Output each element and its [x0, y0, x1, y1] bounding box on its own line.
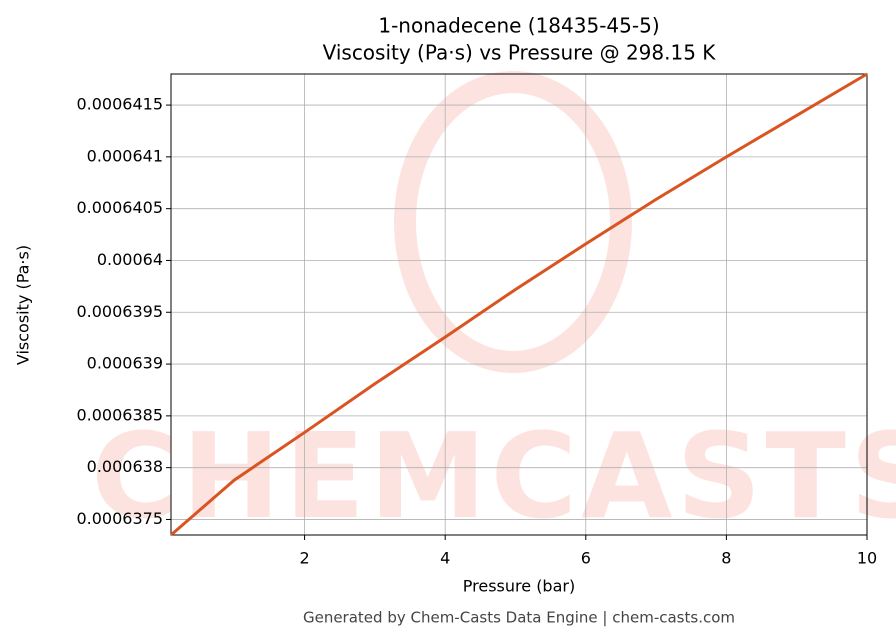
y-tick-label: 0.000641 — [87, 146, 163, 165]
y-tick-label: 0.0006385 — [76, 405, 163, 424]
y-tick-label: 0.0006375 — [76, 509, 163, 528]
data-line — [170, 72, 868, 537]
y-tick-label: 0.000639 — [87, 354, 163, 373]
x-tick-label: 8 — [721, 549, 731, 568]
y-tick-label: 0.0006405 — [76, 198, 163, 217]
y-tick-label: 0.0006415 — [76, 95, 163, 114]
chart-title: 1-nonadecene (18435-45-5) — [378, 14, 659, 38]
y-axis-label: Viscosity (Pa·s) — [14, 245, 33, 365]
y-tick-label: 0.0006395 — [76, 302, 163, 321]
x-tick-label: 2 — [299, 549, 309, 568]
x-tick-label: 10 — [857, 549, 877, 568]
x-tick-label: 6 — [581, 549, 591, 568]
y-tick-label: 0.000638 — [87, 457, 163, 476]
y-tick-label: 0.00064 — [97, 250, 163, 269]
chart-subtitle: Viscosity (Pa·s) vs Pressure @ 298.15 K — [323, 41, 717, 65]
watermark-logo — [394, 71, 632, 373]
x-axis-label: Pressure (bar) — [463, 577, 575, 596]
watermark: CHEMCASTS — [91, 407, 896, 545]
plot-frame — [170, 73, 868, 536]
footer: Generated by Chem-Casts Data Engine | ch… — [303, 609, 735, 627]
x-tick-label: 4 — [440, 549, 450, 568]
